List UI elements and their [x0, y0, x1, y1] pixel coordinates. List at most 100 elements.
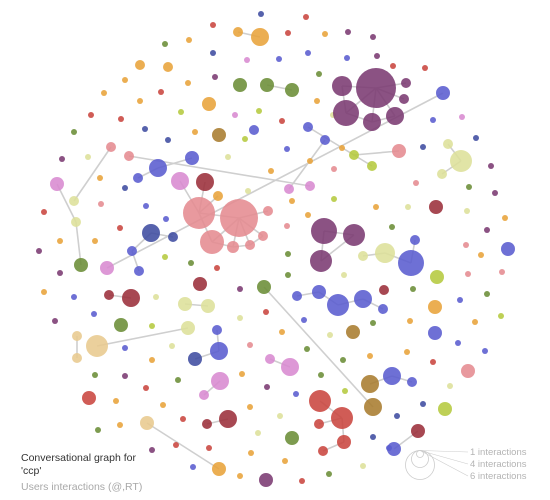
- graph-node: [168, 232, 178, 242]
- graph-node-small: [122, 373, 128, 379]
- graph-node-small: [214, 265, 220, 271]
- graph-node-small: [185, 80, 191, 86]
- graph-node-small: [162, 254, 168, 260]
- graph-node-small: [232, 112, 238, 118]
- graph-node: [501, 242, 515, 256]
- graph-node: [356, 68, 396, 108]
- graph-node-small: [279, 329, 285, 335]
- graph-node-small: [57, 270, 63, 276]
- graph-node-small: [85, 154, 91, 160]
- graph-node: [392, 144, 406, 158]
- graph-node: [379, 285, 389, 295]
- graph-node-small: [404, 349, 410, 355]
- graph-node: [399, 94, 409, 104]
- graph-node: [430, 270, 444, 284]
- graph-node-small: [374, 53, 380, 59]
- graph-node-small: [165, 137, 171, 143]
- graph-node: [135, 60, 145, 70]
- graph-node-small: [289, 198, 295, 204]
- graph-node-small: [285, 272, 291, 278]
- graph-node: [364, 398, 382, 416]
- graph-node-small: [153, 294, 159, 300]
- graph-node: [133, 173, 143, 183]
- graph-node-small: [389, 224, 395, 230]
- graph-node: [281, 358, 299, 376]
- graph-node: [333, 100, 359, 126]
- graph-node-small: [239, 371, 245, 377]
- graph-node-small: [484, 291, 490, 297]
- graph-node: [285, 431, 299, 445]
- graph-node-small: [340, 357, 346, 363]
- graph-node-small: [41, 209, 47, 215]
- graph-node-small: [502, 215, 508, 221]
- graph-node: [428, 326, 442, 340]
- graph-node: [122, 289, 140, 307]
- legend-circles: [405, 450, 469, 480]
- graph-node-small: [331, 166, 337, 172]
- graph-node: [443, 139, 453, 149]
- graph-node-small: [117, 225, 123, 231]
- graph-node-small: [314, 98, 320, 104]
- graph-node: [303, 122, 313, 132]
- graph-node: [438, 402, 452, 416]
- legend-label-1: 1 interactions: [470, 447, 527, 458]
- graph-nodes: [36, 11, 515, 487]
- graph-node: [367, 161, 377, 171]
- graph-node: [436, 86, 450, 100]
- graph-node-small: [225, 154, 231, 160]
- graph-node-small: [478, 252, 484, 258]
- graph-node-small: [210, 22, 216, 28]
- graph-subtitle: Users interactions (@,RT): [21, 481, 143, 493]
- graph-node: [375, 243, 395, 263]
- graph-node-small: [245, 188, 251, 194]
- graph-node: [259, 473, 273, 487]
- graph-node: [314, 419, 324, 429]
- graph-node: [210, 342, 228, 360]
- graph-node: [114, 318, 128, 332]
- graph-node-small: [345, 29, 351, 35]
- graph-node: [387, 442, 401, 456]
- graph-node-small: [248, 450, 254, 456]
- graph-node: [212, 325, 222, 335]
- graph-node-small: [52, 318, 58, 324]
- graph-node: [343, 224, 365, 246]
- legend-circle-medium: [411, 450, 429, 468]
- graph-node-small: [430, 359, 436, 365]
- graph-edge: [353, 150, 400, 156]
- graph-node: [407, 377, 417, 387]
- graph-node-small: [459, 114, 465, 120]
- graph-node: [69, 196, 79, 206]
- graph-node: [178, 297, 192, 311]
- graph-node-small: [71, 294, 77, 300]
- graph-node-small: [255, 430, 261, 436]
- graph-node-small: [247, 342, 253, 348]
- graph-node: [193, 277, 207, 291]
- graph-node-small: [370, 434, 376, 440]
- graph-node-small: [307, 158, 313, 164]
- graph-node-small: [482, 348, 488, 354]
- graph-node-small: [178, 109, 184, 115]
- graph-node-small: [142, 126, 148, 132]
- graph-node-small: [237, 315, 243, 321]
- graph-node: [292, 291, 302, 301]
- graph-node-small: [95, 427, 101, 433]
- graph-node-small: [488, 163, 494, 169]
- graph-node-small: [258, 11, 264, 17]
- graph-node-small: [284, 223, 290, 229]
- graph-node-small: [188, 260, 194, 266]
- graph-node-small: [92, 238, 98, 244]
- graph-node-small: [237, 473, 243, 479]
- graph-node-small: [285, 30, 291, 36]
- graph-node: [358, 251, 368, 261]
- graph-node: [220, 199, 258, 237]
- graph-node-small: [122, 77, 128, 83]
- graph-node: [249, 125, 259, 135]
- graph-node-small: [413, 180, 419, 186]
- graph-node-small: [455, 340, 461, 346]
- graph-node-small: [279, 118, 285, 124]
- graph-node: [285, 83, 299, 97]
- graph-node: [50, 177, 64, 191]
- graph-node-small: [473, 135, 479, 141]
- graph-node-small: [498, 313, 504, 319]
- graph-node: [361, 375, 379, 393]
